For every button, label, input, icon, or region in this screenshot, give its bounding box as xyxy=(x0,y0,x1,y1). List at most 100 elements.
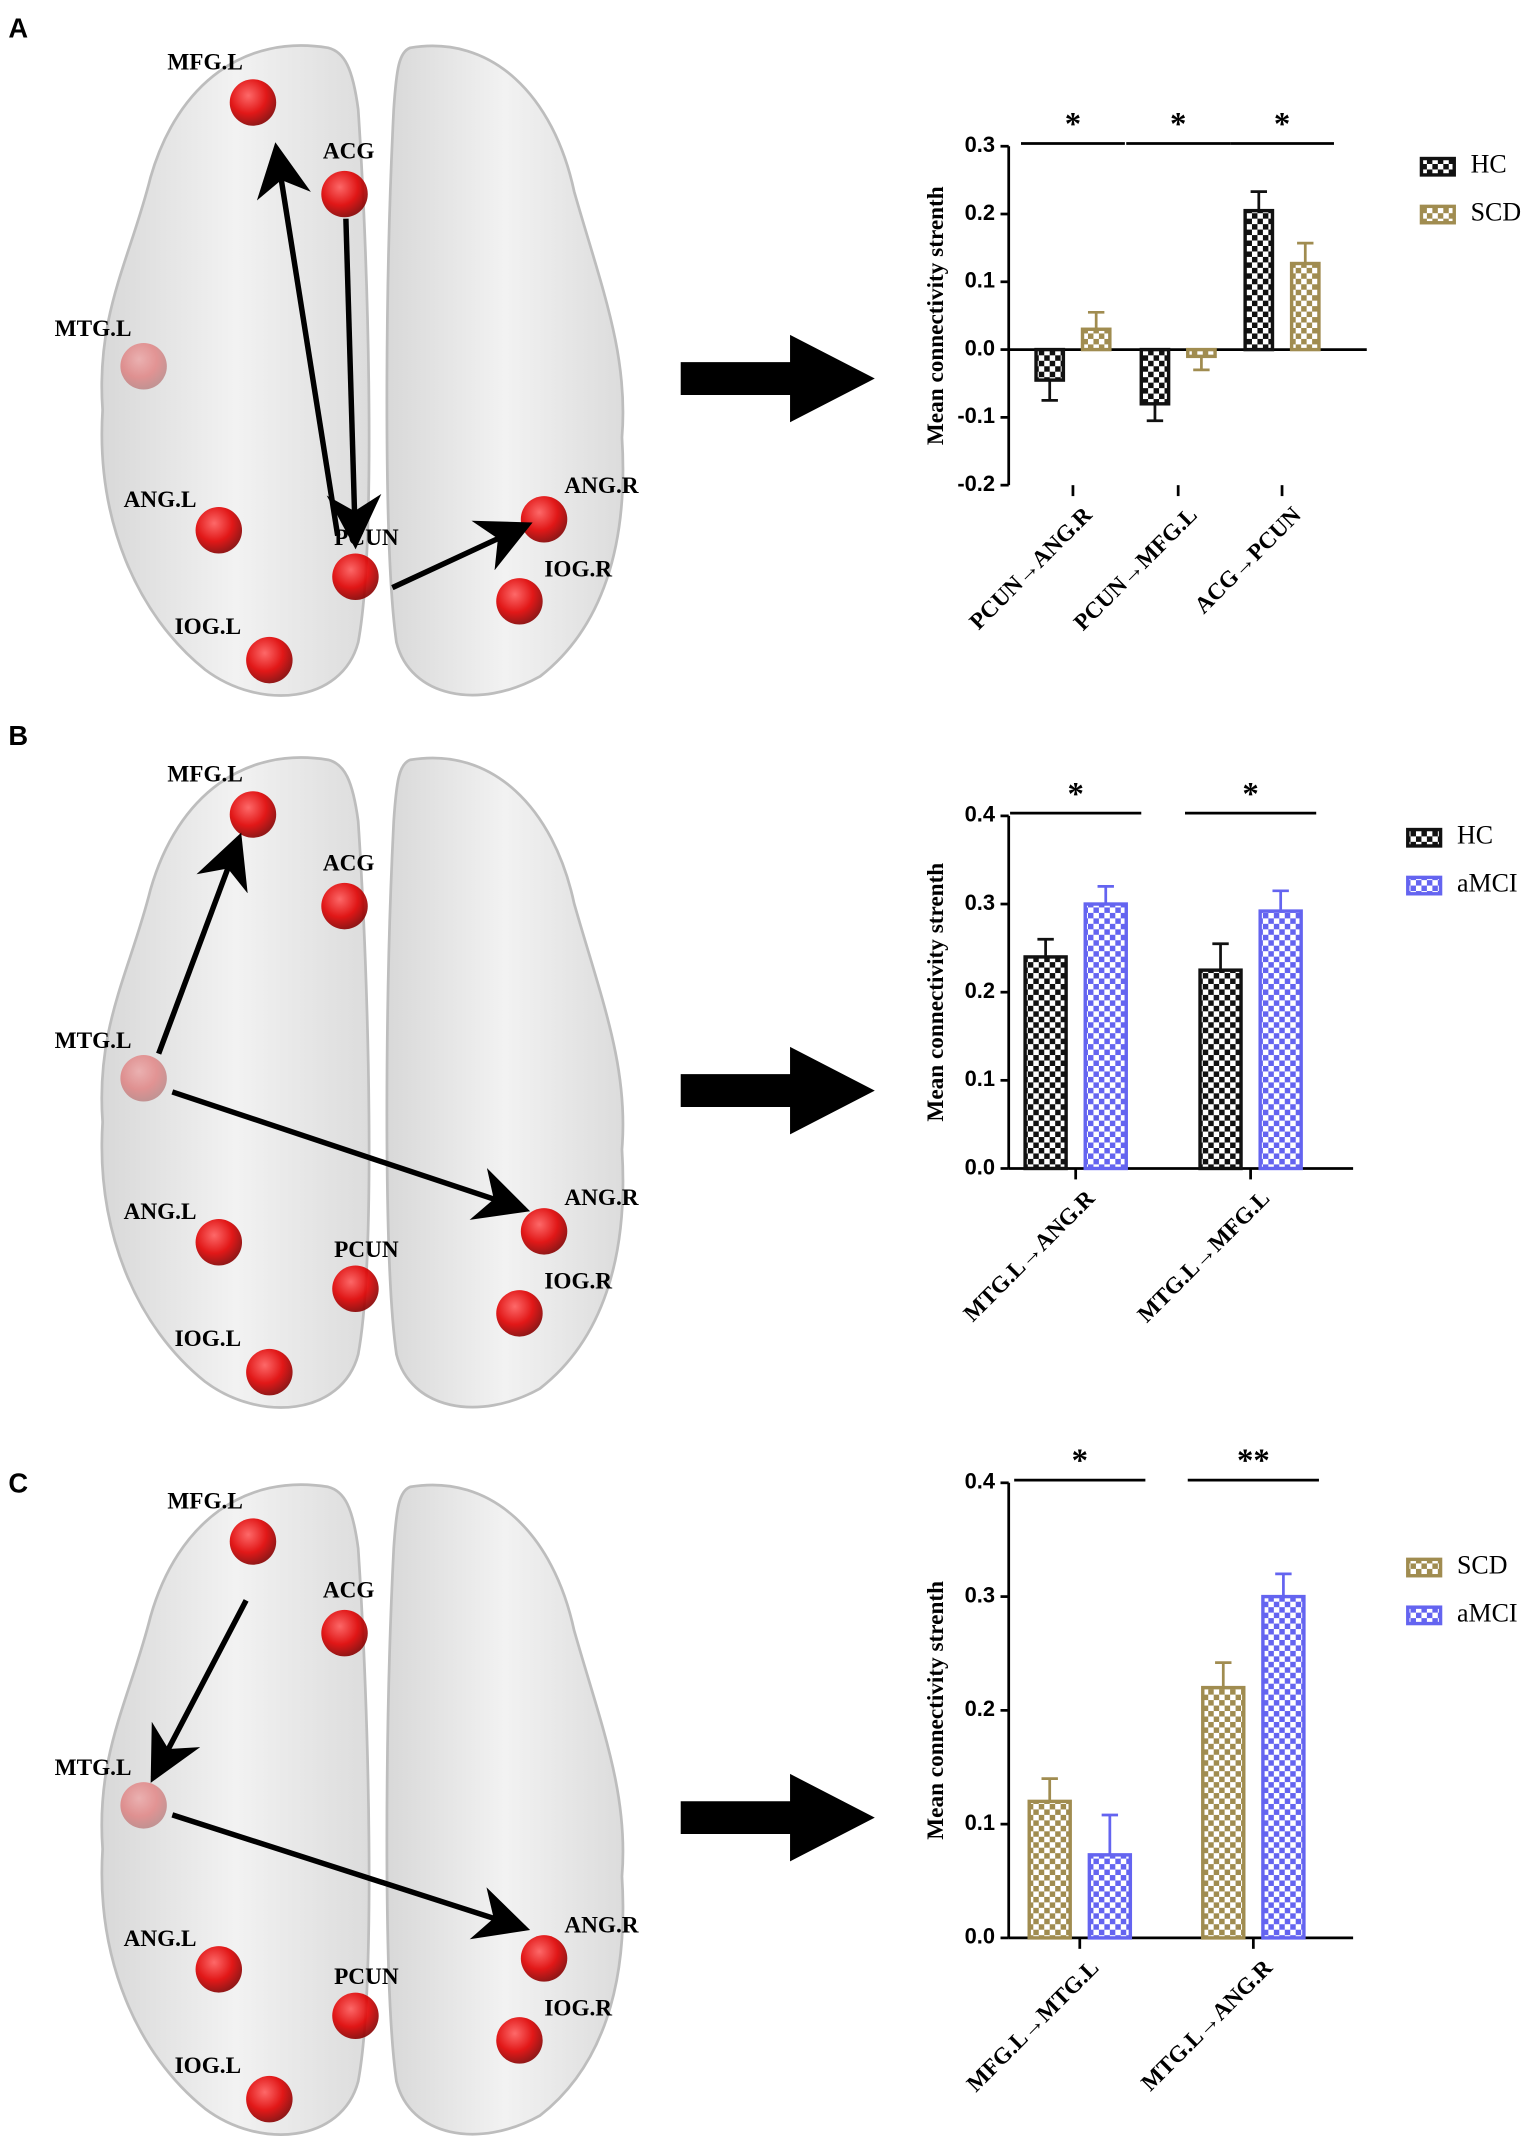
bar xyxy=(1201,1685,1246,1940)
bar xyxy=(1083,902,1128,1171)
y-tick-label: -0.1 xyxy=(957,403,995,428)
bar xyxy=(1186,347,1217,359)
brain-panel: A MFG.L ACG MTG.L ANG.L PCUN ANG.R IOG.R IOG.L xyxy=(8,12,875,697)
y-tick-label: 0.3 xyxy=(965,132,995,157)
bar xyxy=(1243,208,1275,352)
legend-swatch xyxy=(1419,156,1456,177)
legend-label: HC xyxy=(1471,150,1507,179)
error-bar xyxy=(1212,942,1229,971)
error-bar xyxy=(1087,310,1105,330)
brain-node xyxy=(520,1208,568,1255)
brain-node xyxy=(229,791,277,838)
y-tick-label: 0.1 xyxy=(965,1066,995,1091)
connection-arrow xyxy=(171,1089,531,1220)
bar xyxy=(1023,955,1068,1171)
big-arrow xyxy=(680,1773,875,1862)
brain-node xyxy=(496,578,543,625)
node-label: IOG.R xyxy=(544,1996,612,2022)
brain-left xyxy=(100,44,371,697)
y-tick-label: 0.4 xyxy=(965,1469,996,1494)
y-tick-label: 0.0 xyxy=(965,335,995,360)
connection-arrow xyxy=(150,1599,249,1783)
error-bar xyxy=(1215,1661,1232,1688)
brain-node xyxy=(246,636,293,684)
bar xyxy=(1261,1594,1306,1940)
bar xyxy=(1034,347,1066,382)
legend-swatch xyxy=(1406,875,1443,896)
y-tick-label: 0.2 xyxy=(965,978,995,1003)
brain-left xyxy=(100,1483,371,2136)
node-label: ANG.L xyxy=(124,1926,197,1952)
brain-node xyxy=(246,1348,293,1396)
brain-right xyxy=(385,1483,625,2136)
significance-label: * xyxy=(1067,776,1083,812)
error-bar xyxy=(1146,403,1164,423)
brain-node xyxy=(321,1609,368,1657)
node-label: MTG.L xyxy=(55,1755,132,1781)
legend-swatch xyxy=(1406,1557,1443,1578)
connection-arrow xyxy=(256,142,341,537)
x-tick-label: MTG.L→ANG.R xyxy=(1136,1955,1278,2097)
error-bar xyxy=(1193,356,1210,372)
connection-arrow xyxy=(156,832,248,1055)
significance-label: * xyxy=(1274,107,1290,143)
panel-letter: C xyxy=(8,1468,28,1499)
legend-swatch xyxy=(1406,1605,1443,1626)
node-label: ANG.L xyxy=(124,487,197,513)
significance-label: * xyxy=(1170,107,1186,143)
significance-label: ** xyxy=(1237,1443,1270,1479)
legend-swatch xyxy=(1406,827,1443,848)
node-label: IOG.R xyxy=(544,557,612,583)
brain-node xyxy=(120,343,167,390)
significance-label: * xyxy=(1065,107,1081,143)
connection-arrow xyxy=(326,218,382,550)
node-label: PCUN xyxy=(334,525,399,551)
node-label: ANG.L xyxy=(124,1199,197,1225)
node-label: PCUN xyxy=(334,1964,399,1990)
y-tick-label: 0.3 xyxy=(965,890,995,915)
node-label: IOG.L xyxy=(175,1326,241,1352)
big-arrow xyxy=(680,1046,875,1135)
error-bar xyxy=(1041,1777,1058,1802)
error-bar xyxy=(1272,889,1289,912)
brain-node xyxy=(229,1518,277,1565)
brain-node xyxy=(332,1992,379,2040)
node-label: ANG.R xyxy=(564,473,638,499)
node-label: ACG xyxy=(323,1577,375,1603)
error-bar xyxy=(1037,937,1054,957)
y-tick-label: 0.0 xyxy=(965,1924,995,1949)
x-tick-label: ACG→PCUN xyxy=(1190,502,1307,619)
y-tick-label: 0.0 xyxy=(965,1154,995,1179)
brain-right xyxy=(385,44,625,697)
node-label: ACG xyxy=(323,138,375,164)
node-label: MFG.L xyxy=(167,1489,242,1515)
brain-panel: B MFG.L ACG MTG.L ANG.L PCUN ANG.R IOG.R IOG.L xyxy=(8,720,875,1409)
x-tick-label: MTG.L→ANG.R xyxy=(959,1185,1101,1327)
brain-node xyxy=(120,1055,167,1102)
big-arrow xyxy=(680,334,875,423)
panel-letter: A xyxy=(8,12,28,43)
brain-node xyxy=(332,553,379,600)
node-label: PCUN xyxy=(334,1237,399,1263)
node-label: MTG.L xyxy=(55,1028,132,1054)
error-bar xyxy=(1097,885,1114,905)
legend-label: aMCI xyxy=(1457,1598,1518,1627)
connection-arrow xyxy=(171,1812,531,1940)
bar xyxy=(1080,327,1112,352)
node-label: ANG.R xyxy=(564,1185,638,1211)
brain-node xyxy=(496,1290,543,1337)
legend-label: SCD xyxy=(1471,198,1522,227)
brain-node xyxy=(229,79,277,126)
legend-swatch xyxy=(1419,204,1456,225)
error-bar xyxy=(1250,190,1268,211)
brain-panel: C MFG.L ACG MTG.L ANG.L PCUN ANG.R IOG.R IOG.L xyxy=(8,1468,875,2136)
y-tick-label: 0.4 xyxy=(965,802,996,827)
y-axis-label: Mean connectivity strenth xyxy=(923,186,949,445)
bar xyxy=(1289,261,1321,352)
legend-label: SCD xyxy=(1457,1550,1508,1579)
node-label: ACG xyxy=(323,850,375,876)
node-label: MFG.L xyxy=(167,50,242,76)
y-tick-label: 0.2 xyxy=(965,200,995,225)
node-label: ANG.R xyxy=(564,1912,638,1938)
y-tick-label: 0.3 xyxy=(965,1582,995,1607)
